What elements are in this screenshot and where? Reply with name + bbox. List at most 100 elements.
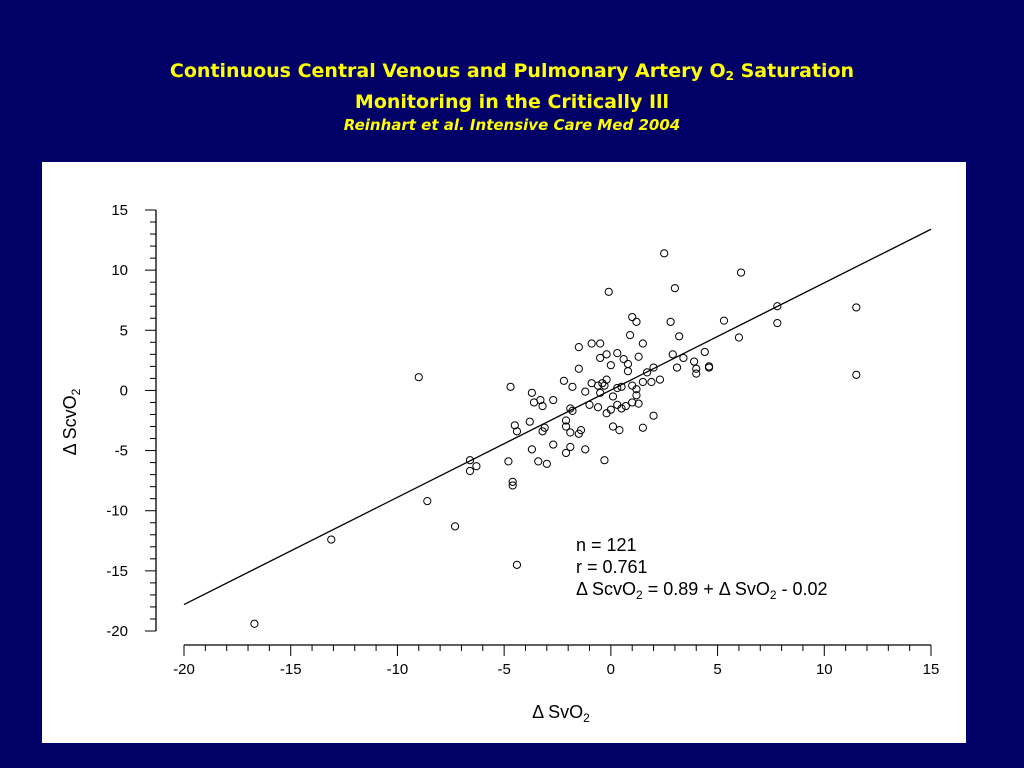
data-point: [704, 362, 714, 371]
slide-citation: Reinhart et al. Intensive Care Med 2004: [343, 116, 681, 134]
x-tick-label: 0: [607, 661, 615, 678]
data-point: [666, 317, 675, 326]
data-point: [538, 401, 547, 411]
data-point: [643, 368, 652, 377]
y-tick-label: 5: [120, 322, 128, 339]
data-point: [549, 395, 558, 405]
data-point: [508, 477, 517, 486]
data-point: [529, 398, 539, 407]
x-tick-label: 10: [816, 661, 833, 678]
data-point: [632, 391, 641, 400]
y-tick-label: -20: [106, 623, 128, 640]
x-tick-label: -10: [387, 661, 409, 678]
data-point: [566, 428, 575, 437]
data-points: [250, 249, 861, 628]
data-point: [596, 339, 605, 348]
data-point: [465, 456, 475, 465]
data-point: [615, 426, 624, 435]
data-point: [581, 445, 590, 454]
data-point: [619, 355, 628, 364]
data-point: [512, 560, 522, 569]
y-tick-label: -15: [106, 563, 128, 580]
data-point: [638, 423, 647, 432]
data-point: [608, 422, 618, 431]
slide-title-line-1: Continuous Central Venous and Pulmonary …: [169, 60, 855, 83]
data-point: [472, 462, 481, 471]
data-point: [668, 350, 677, 359]
data-point: [561, 422, 571, 431]
data-point: [670, 284, 679, 293]
data-point: [600, 456, 609, 465]
y-axis-label: Δ ScvO2: [60, 388, 83, 455]
annotation-n: n = 121: [576, 535, 637, 555]
data-point: [647, 377, 656, 387]
axis-ticks: -20 -15 -10 -5 0 5 10 15 15 10 5 0 -5 -10 -15 -20: [106, 202, 939, 678]
data-point: [689, 357, 699, 366]
title-block: Continuous Central Venous and Pulmonary …: [0, 58, 1024, 135]
data-point: [593, 403, 603, 412]
data-point: [596, 388, 605, 397]
data-point: [660, 249, 669, 258]
data-point: [561, 416, 571, 425]
y-tick-label: 15: [111, 202, 128, 219]
data-point: [675, 332, 684, 341]
data-point: [604, 287, 613, 296]
data-point: [510, 421, 519, 430]
data-point: [700, 347, 709, 357]
axes: [155, 210, 931, 646]
x-tick-label: -20: [173, 661, 195, 678]
data-point: [574, 364, 583, 373]
data-point: [534, 457, 543, 466]
annotation-equation: Δ ScvO2 = 0.89 + Δ SvO2 - 0.02: [576, 579, 828, 602]
data-point: [634, 399, 643, 408]
data-point: [602, 409, 611, 418]
x-tick-label: 5: [713, 661, 721, 678]
data-point: [672, 363, 682, 372]
data-point: [852, 370, 861, 379]
data-point: [414, 373, 423, 382]
data-point: [559, 376, 569, 385]
data-point: [561, 448, 571, 458]
slide-title-line-2: Monitoring in the Critically Ill: [354, 91, 670, 113]
data-point: [623, 367, 633, 376]
data-point: [327, 535, 336, 544]
data-point: [512, 427, 522, 436]
data-point: [600, 381, 609, 390]
data-point: [623, 359, 633, 369]
data-point: [568, 382, 577, 391]
y-tick-label: -10: [106, 503, 128, 520]
data-point: [587, 339, 596, 348]
data-point: [617, 404, 626, 413]
data-point: [852, 303, 861, 312]
data-point: [773, 318, 782, 328]
scatter-plot: -20 -15 -10 -5 0 5 10 15 15 10 5 0 -5 -10 -15 -20 n = 1…: [60, 202, 939, 725]
data-point: [638, 339, 647, 348]
data-point: [450, 522, 460, 531]
data-point: [736, 268, 746, 277]
data-point: [621, 401, 630, 411]
data-point: [542, 459, 551, 468]
data-point: [606, 361, 615, 370]
data-point: [632, 317, 641, 326]
data-point: [574, 343, 583, 352]
data-point: [506, 382, 515, 391]
data-point: [734, 333, 744, 342]
data-point: [250, 619, 259, 628]
data-point: [525, 417, 534, 426]
data-point: [504, 457, 513, 466]
data-point: [655, 375, 665, 384]
y-tick-label: 10: [111, 262, 128, 279]
data-point: [692, 364, 701, 373]
data-point: [566, 442, 575, 452]
data-point: [773, 302, 782, 311]
data-point: [596, 353, 605, 363]
y-tick-label: -5: [115, 443, 128, 460]
data-point: [574, 429, 583, 438]
data-point: [649, 363, 658, 372]
data-point: [692, 369, 701, 378]
data-point: [527, 445, 536, 454]
x-tick-label: -5: [497, 661, 510, 678]
data-point: [602, 375, 611, 384]
annotation-r: r = 0.761: [576, 557, 648, 577]
data-point: [608, 392, 618, 401]
